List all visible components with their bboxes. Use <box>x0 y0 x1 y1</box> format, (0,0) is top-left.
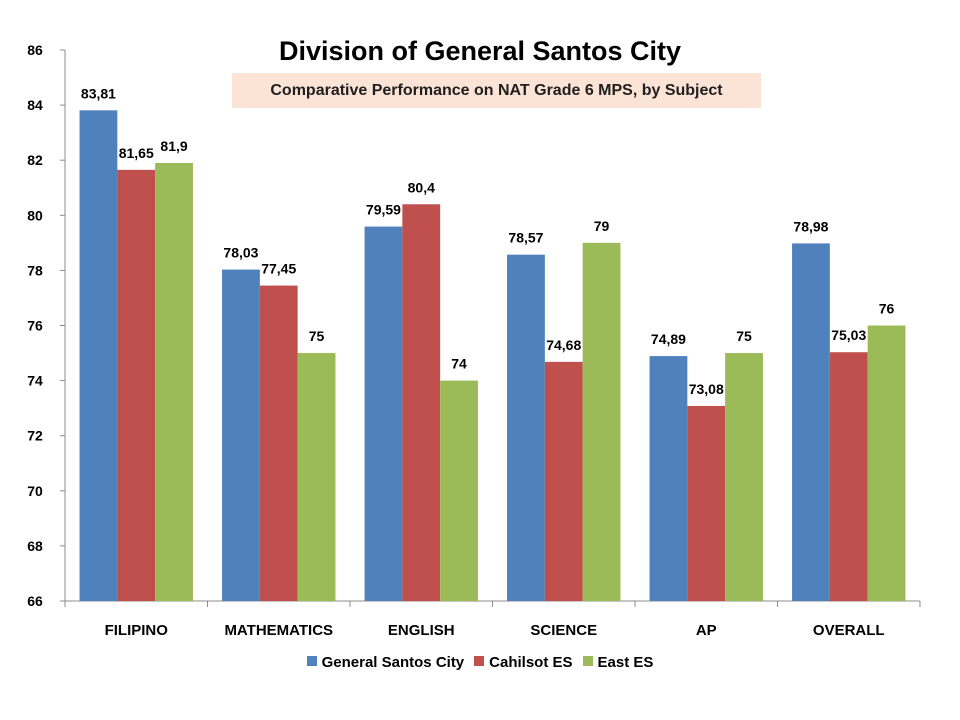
bar-general-santos-city <box>649 356 688 601</box>
data-label: 74,89 <box>651 331 686 347</box>
legend-swatch <box>582 656 593 666</box>
bar-cahilsot-es <box>402 204 441 601</box>
bar-cahilsot-es <box>544 361 583 601</box>
y-tick-label: 76 <box>27 318 43 334</box>
bar-general-santos-city <box>792 243 830 601</box>
bar-cahilsot-es <box>117 169 156 601</box>
y-tick-label: 80 <box>27 207 43 223</box>
bar-east-es <box>297 353 336 601</box>
data-label: 74,68 <box>546 337 581 353</box>
y-tick-label: 86 <box>27 42 43 58</box>
x-category-label: OVERALL <box>813 622 885 639</box>
bar-general-santos-city <box>507 254 545 601</box>
bar-cahilsot-es <box>259 285 298 601</box>
chart-subtitle: Comparative Performance on NAT Grade 6 M… <box>270 82 723 99</box>
legend-label: Cahilsot ES <box>489 654 573 671</box>
data-label: 83,81 <box>81 85 116 101</box>
legend-item: General Santos City <box>306 654 465 671</box>
data-label: 78,57 <box>508 230 543 246</box>
x-category-label: MATHEMATICS <box>224 622 333 639</box>
data-label: 77,45 <box>261 261 296 277</box>
y-tick-label: 72 <box>27 428 43 444</box>
data-label: 75 <box>309 328 325 344</box>
bar-cahilsot-es <box>687 405 726 601</box>
legend-swatch <box>474 656 485 666</box>
bar-east-es <box>155 162 193 601</box>
bar-east-es <box>440 380 478 601</box>
y-tick-label: 70 <box>27 483 43 499</box>
bar-east-es <box>582 242 621 601</box>
data-label: 80,4 <box>408 179 435 195</box>
data-label: 78,98 <box>793 218 828 234</box>
data-label: 75,03 <box>831 327 866 343</box>
bar-cahilsot-es <box>829 352 868 601</box>
data-label: 75 <box>736 328 752 344</box>
subtitle-box: Comparative Performance on NAT Grade 6 M… <box>232 73 761 108</box>
legend-label: East ES <box>597 654 654 671</box>
y-tick-label: 74 <box>27 373 43 389</box>
bar-east-es <box>867 325 906 601</box>
bar-general-santos-city <box>79 110 118 601</box>
axes: 66 68 70 72 74 76 78 80 82 84 86 FILIPINO MATHEMATIC… <box>27 42 921 639</box>
x-category-label: ENGLISH <box>388 622 455 639</box>
y-tick-label: 68 <box>27 538 43 554</box>
legend-item: East ES <box>582 654 654 671</box>
data-labels: 83,81 78,03 79,59 78,57 74,89 78,98 81,65 77,45… <box>81 85 895 397</box>
data-label: 76 <box>879 301 895 317</box>
data-label: 81,65 <box>119 145 154 161</box>
bar-general-santos-city <box>364 226 403 601</box>
data-label: 79 <box>594 218 610 234</box>
y-tick-label: 82 <box>27 152 43 168</box>
bar-general-santos-city <box>222 269 260 601</box>
data-label: 73,08 <box>689 381 724 397</box>
x-category-label: SCIENCE <box>530 622 597 639</box>
y-tick-label: 84 <box>27 97 43 113</box>
x-category-label: AP <box>696 622 717 639</box>
data-label: 74 <box>451 356 467 372</box>
y-tick-label: 66 <box>27 593 43 609</box>
legend-swatch <box>306 656 317 666</box>
legend: General Santos City Cahilsot ES East ES <box>0 654 960 671</box>
data-label: 78,03 <box>223 245 258 261</box>
x-category-label: FILIPINO <box>105 622 169 639</box>
y-tick-label: 78 <box>27 262 43 278</box>
data-label: 79,59 <box>366 202 401 218</box>
legend-item: Cahilsot ES <box>474 654 573 671</box>
legend-label: General Santos City <box>321 654 465 671</box>
chart-title: Division of General Santos City <box>279 36 681 66</box>
bar-east-es <box>725 353 763 601</box>
bars <box>79 110 906 601</box>
data-label: 81,9 <box>160 138 187 154</box>
